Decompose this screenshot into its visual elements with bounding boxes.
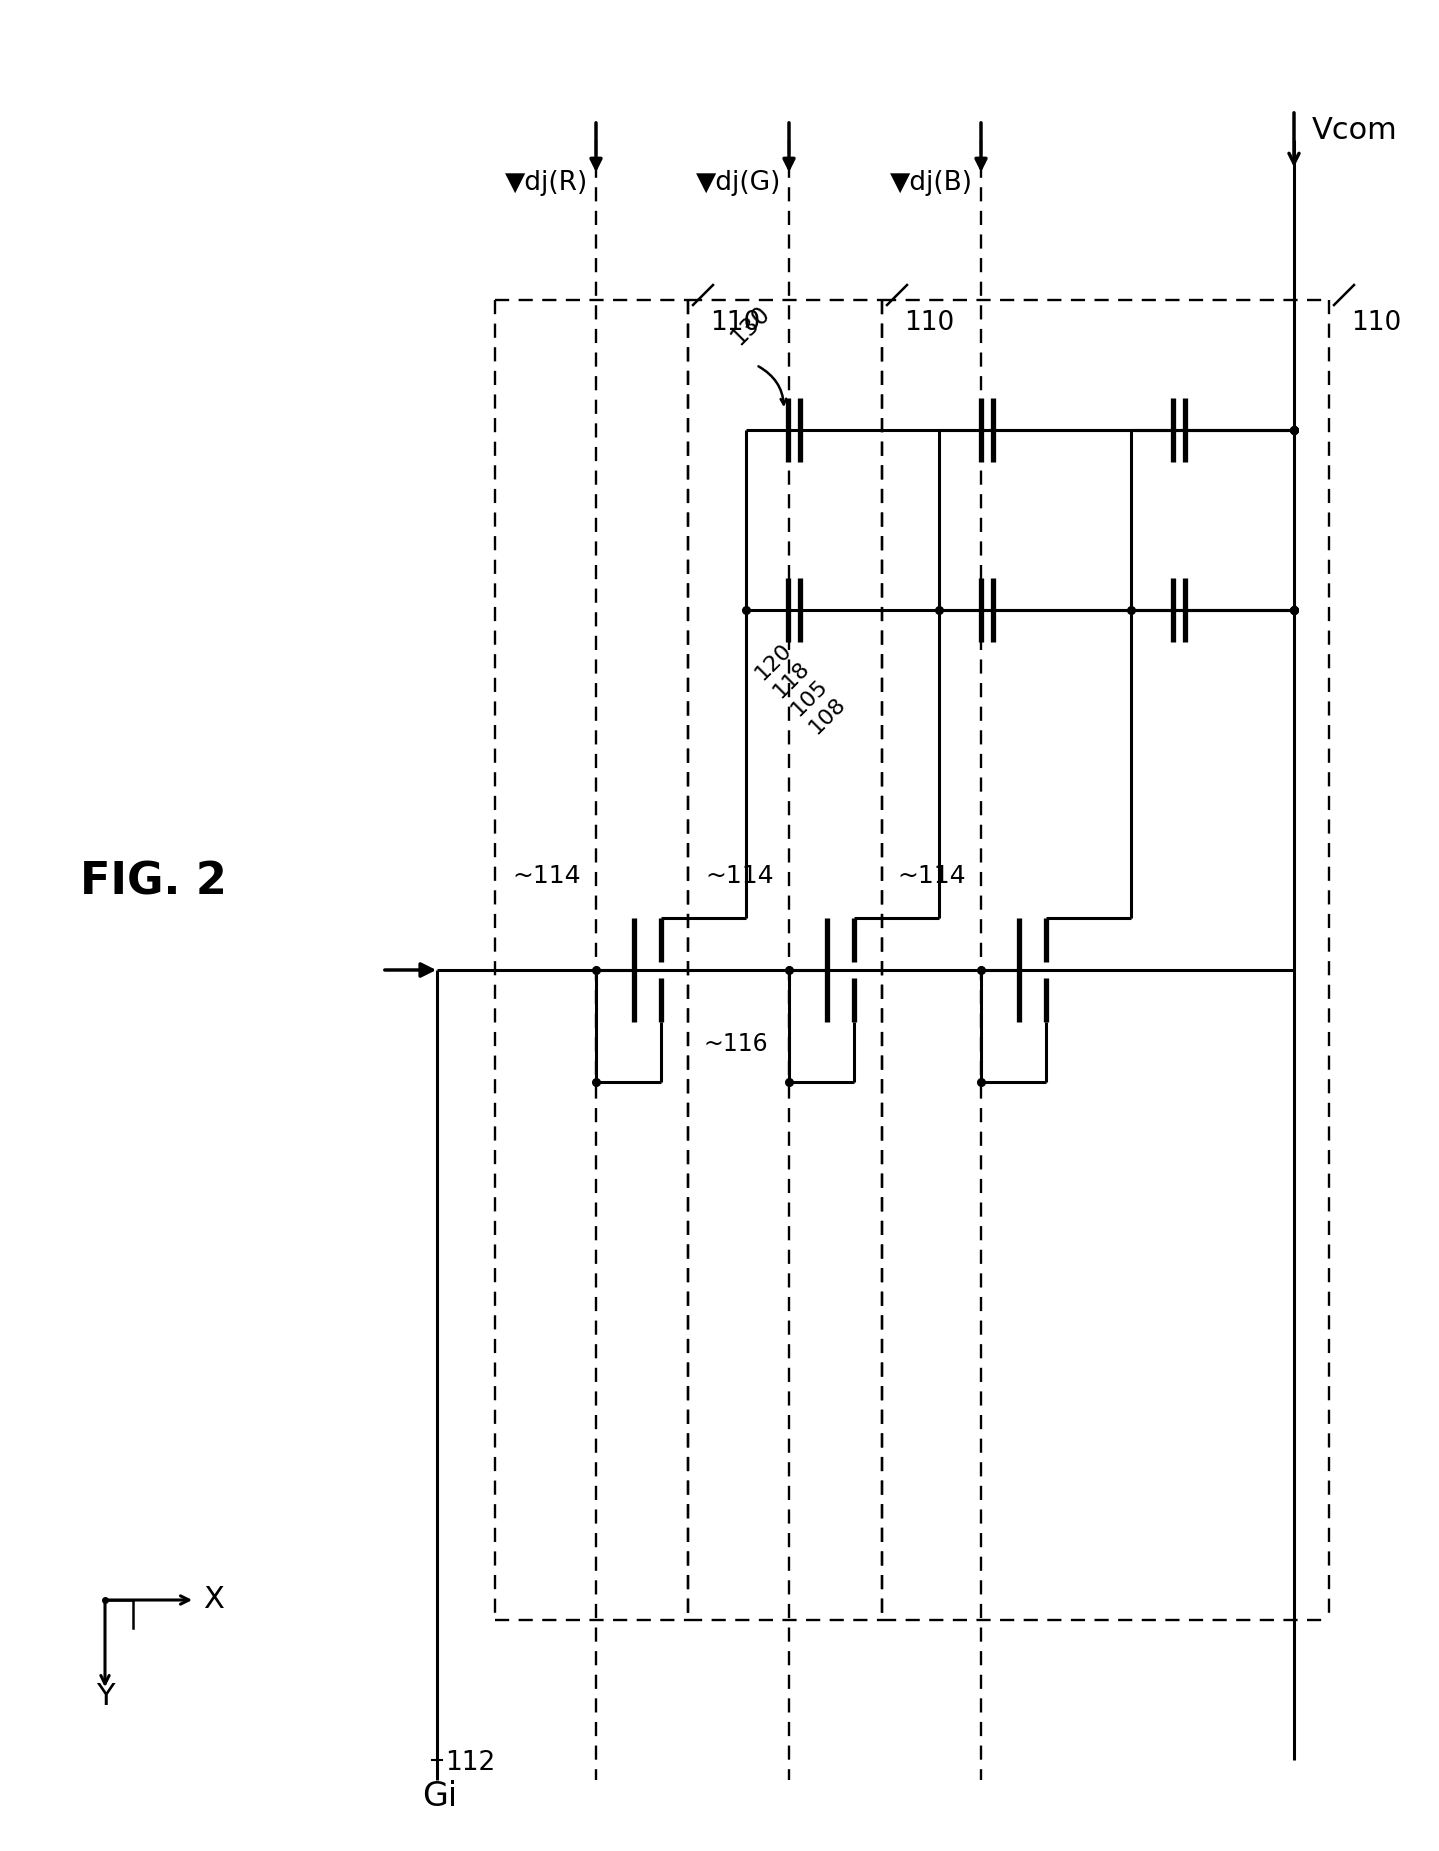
Text: X: X: [203, 1586, 224, 1614]
Text: ~114: ~114: [705, 864, 774, 888]
Text: 110: 110: [1351, 309, 1402, 337]
Text: ~114: ~114: [898, 864, 966, 888]
Text: 105: 105: [787, 676, 832, 720]
Text: ~114: ~114: [512, 864, 581, 888]
Text: FIG. 2: FIG. 2: [81, 861, 227, 903]
Text: Gi: Gi: [422, 1781, 458, 1812]
Text: Y: Y: [96, 1683, 114, 1710]
Text: 110: 110: [709, 309, 760, 337]
Text: 130: 130: [727, 302, 774, 350]
Text: 108: 108: [804, 694, 849, 739]
Text: Vcom: Vcom: [1312, 115, 1397, 144]
Text: ▼dj(B): ▼dj(B): [889, 170, 973, 196]
Text: 120: 120: [751, 640, 796, 685]
Text: 112: 112: [445, 1749, 495, 1775]
Text: ▼dj(G): ▼dj(G): [695, 170, 781, 196]
Text: 118: 118: [768, 657, 813, 702]
Text: 110: 110: [904, 309, 954, 337]
Text: ▼dj(R): ▼dj(R): [505, 170, 589, 196]
Text: ~116: ~116: [704, 1033, 768, 1057]
